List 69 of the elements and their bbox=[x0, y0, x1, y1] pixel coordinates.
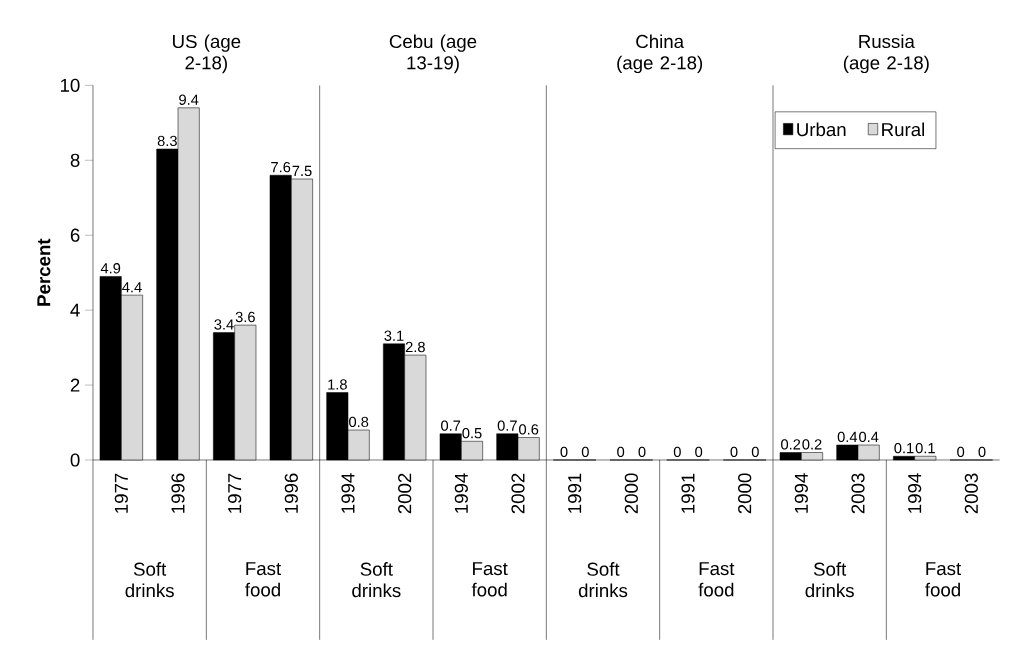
data-label: 0 bbox=[673, 446, 681, 458]
x-tick-label: 1994 bbox=[341, 473, 355, 513]
data-label: 0 bbox=[730, 446, 738, 458]
text: Cebu (age 13-19) bbox=[389, 34, 477, 74]
y-tick-label: 4 bbox=[70, 303, 80, 317]
data-label: 4.4 bbox=[122, 282, 142, 293]
data-label: 0 bbox=[617, 446, 625, 458]
data-label: 0 bbox=[581, 446, 589, 458]
text: Soft drinks bbox=[352, 562, 401, 598]
data-label: 8.3 bbox=[157, 135, 177, 147]
data-label: 3.4 bbox=[214, 319, 234, 330]
text: Fast food bbox=[245, 562, 282, 597]
text: Fast food bbox=[471, 562, 508, 597]
x-tick-label: 1977 bbox=[114, 473, 128, 513]
text: Soft drinks bbox=[578, 562, 628, 598]
y-axis-title: Percent bbox=[37, 238, 51, 306]
y-tick-label: 6 bbox=[70, 228, 80, 242]
data-label: 0 bbox=[957, 446, 965, 458]
x-tick-label: 2002 bbox=[398, 473, 412, 514]
data-label: 7.5 bbox=[292, 165, 312, 177]
legend-label: Urban bbox=[797, 122, 846, 137]
data-label: 0.7 bbox=[441, 420, 461, 431]
data-label: 1.8 bbox=[328, 379, 347, 390]
x-tick-label: 2000 bbox=[738, 473, 752, 514]
data-label: 0.6 bbox=[519, 424, 539, 435]
text: Soft drinks bbox=[125, 562, 174, 598]
data-label: 0.4 bbox=[859, 431, 879, 443]
data-label: 0.5 bbox=[462, 427, 482, 439]
data-label: 2.8 bbox=[405, 341, 425, 353]
data-label: 0.1 bbox=[915, 442, 935, 454]
text: Fast food bbox=[925, 562, 962, 597]
data-label: 0 bbox=[560, 446, 568, 458]
text: China (age 2-18) bbox=[617, 34, 703, 74]
y-tick-label: 8 bbox=[70, 153, 80, 167]
x-tick-label: 1994 bbox=[908, 473, 922, 513]
x-tick-label: 1996 bbox=[171, 473, 185, 513]
data-label: 0 bbox=[638, 446, 646, 458]
x-tick-label: 1991 bbox=[681, 473, 695, 513]
data-label: 7.6 bbox=[271, 161, 291, 173]
text: US (age 2-18) bbox=[173, 34, 241, 74]
data-label: 0 bbox=[695, 446, 703, 458]
data-label: 0.1 bbox=[894, 442, 914, 454]
x-tick-label: 1991 bbox=[568, 473, 582, 513]
x-tick-label: 2003 bbox=[964, 473, 978, 514]
y-tick-label: 2 bbox=[70, 378, 80, 392]
data-label: 0 bbox=[751, 446, 759, 458]
data-label: 3.1 bbox=[384, 330, 404, 341]
text: Soft drinks bbox=[805, 562, 854, 598]
data-label: 0.8 bbox=[349, 416, 369, 428]
data-label: 0.7 bbox=[497, 420, 517, 431]
x-tick-label: 1977 bbox=[228, 473, 242, 513]
data-label: 9.4 bbox=[179, 94, 199, 105]
x-tick-label: 2003 bbox=[851, 473, 865, 514]
x-tick-label: 2000 bbox=[624, 473, 638, 514]
data-label: 0.4 bbox=[837, 431, 858, 443]
x-tick-label: 1994 bbox=[454, 473, 468, 513]
y-tick-label: 0 bbox=[70, 453, 80, 467]
y-tick-label: 10 bbox=[60, 78, 80, 92]
legend-label: Rural bbox=[882, 122, 925, 137]
data-label: 0.2 bbox=[802, 439, 822, 450]
data-label: 0.2 bbox=[781, 439, 801, 450]
data-label: 0 bbox=[978, 446, 986, 458]
text: Russia (age 2-18) bbox=[843, 34, 929, 74]
x-tick-label: 1996 bbox=[284, 473, 298, 513]
text: Fast food bbox=[698, 562, 735, 597]
data-label: 3.6 bbox=[235, 311, 255, 323]
x-tick-label: 1994 bbox=[794, 473, 808, 513]
data-label: 4.9 bbox=[100, 263, 121, 274]
x-tick-label: 2002 bbox=[511, 473, 525, 514]
